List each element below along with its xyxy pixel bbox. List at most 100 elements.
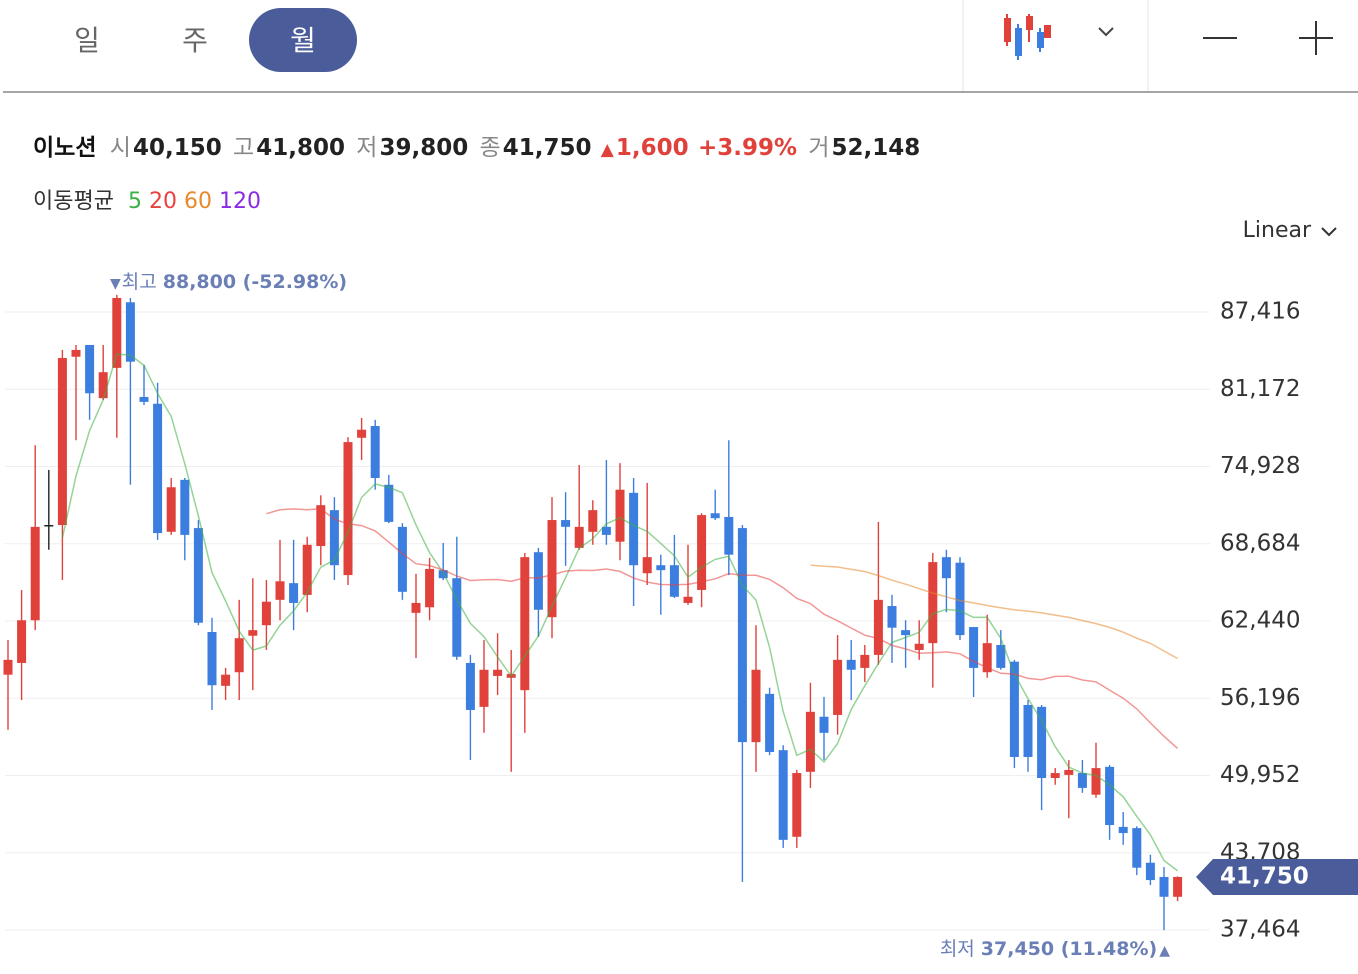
active-tab-pill[interactable] (249, 8, 357, 72)
candle-body (1050, 773, 1060, 778)
candle-body (207, 632, 217, 686)
y-tick-label: 37,464 (1220, 917, 1300, 943)
candle-body (425, 568, 435, 608)
value: 37,450 (11.48%) (981, 938, 1157, 960)
candle-body (1009, 661, 1019, 757)
candle-body (411, 602, 421, 613)
candle-body (493, 669, 503, 676)
candle-body (765, 693, 775, 753)
chart-type-button[interactable] (1004, 14, 1114, 60)
candle-body (139, 396, 149, 402)
y-tick-label: 87,416 (1220, 299, 1300, 325)
candle-body (17, 620, 27, 663)
label: 고 (233, 135, 254, 161)
candle-body (629, 492, 639, 566)
candle-body (969, 627, 979, 668)
scale-label[interactable]: Linear (1243, 218, 1312, 243)
candle-body (357, 429, 367, 438)
candle-body (737, 528, 747, 743)
candle-body (860, 654, 870, 668)
candle-body (561, 520, 571, 527)
candle-body (669, 565, 679, 597)
candle-body (697, 515, 707, 590)
marker: ▲ (1159, 943, 1170, 959)
label: 거 (808, 135, 829, 161)
candle-body (180, 479, 190, 535)
label: 종 (480, 135, 501, 161)
candle-body (982, 643, 992, 673)
candle-body (1077, 773, 1087, 788)
ma-label: 이동평균 (33, 189, 114, 214)
y-tick-label: 81,172 (1220, 376, 1300, 402)
candle-body (44, 524, 54, 527)
last-price-tag (1196, 858, 1358, 895)
candle-body (343, 442, 353, 576)
candle-body (125, 302, 135, 362)
candle-body (928, 562, 938, 644)
marker: ▼ (110, 276, 121, 292)
candle-body (1064, 769, 1074, 775)
candle-body (98, 372, 108, 399)
ma-period: 5 (128, 189, 142, 214)
label: 시 (110, 135, 131, 161)
candle-body (1145, 862, 1155, 881)
candle-body (1159, 876, 1169, 897)
value: 88,800 (-52.98%) (163, 271, 347, 293)
tab[interactable]: 일 (74, 24, 100, 57)
candle-body (683, 596, 693, 603)
candle-body (465, 662, 475, 710)
value: 40,150 (133, 135, 222, 161)
scale-selector[interactable]: Linear (1243, 218, 1337, 243)
y-tick-label: 56,196 (1220, 685, 1300, 711)
candle-body (1132, 828, 1142, 868)
candle-body (751, 669, 761, 743)
value: 41,750 (503, 135, 592, 161)
candle-body (1105, 766, 1115, 826)
candle-body (248, 630, 258, 636)
ma-period: 60 (184, 189, 212, 214)
candle-body (724, 516, 734, 555)
candle-body (887, 606, 897, 628)
candle-body (533, 552, 543, 610)
y-tick-label: 68,684 (1220, 530, 1300, 556)
candle-body (370, 426, 380, 478)
candle-body (153, 403, 163, 534)
candle-body (384, 484, 394, 522)
candle-body (805, 711, 815, 772)
candle-body (329, 510, 339, 566)
candle-body (275, 581, 285, 600)
candle-body (901, 630, 911, 636)
candle-body (941, 557, 951, 579)
candle-body (615, 489, 625, 542)
ma-legend: 이동평균 5 20 60 120 (33, 189, 261, 214)
min-annotation: 최저 37,450 (11.48%) ▲ (940, 938, 1170, 960)
candle-body (601, 526, 611, 535)
candle-body (642, 557, 652, 574)
tab[interactable]: 월 (290, 24, 316, 57)
label: 저 (356, 135, 377, 161)
max-annotation: ▼최고 88,800 (-52.98%) (110, 271, 347, 293)
plot: 87,416 81,172 74,928 68,684 62,440 56,196 49,9… (3, 294, 1358, 943)
candle-body (833, 659, 843, 715)
candle-body (452, 578, 462, 657)
candle-body (710, 513, 720, 519)
candle-body (3, 659, 13, 675)
candle-body (289, 583, 299, 603)
candle-body (57, 357, 67, 525)
stock-name: 이노션 (33, 135, 96, 161)
label: 최고 (122, 271, 157, 293)
candle-body (819, 716, 829, 733)
zoom-in[interactable] (1299, 21, 1333, 55)
tab[interactable]: 주 (182, 24, 208, 57)
candle-body (656, 565, 666, 571)
moving-average (810, 564, 1178, 660)
candle-body (1173, 876, 1183, 897)
candle-body (112, 297, 122, 368)
y-tick-label: 62,440 (1220, 608, 1300, 634)
candle-body (547, 520, 557, 618)
candle-body (996, 645, 1006, 668)
moving-average (61, 353, 1179, 872)
moving-average (266, 508, 1179, 749)
